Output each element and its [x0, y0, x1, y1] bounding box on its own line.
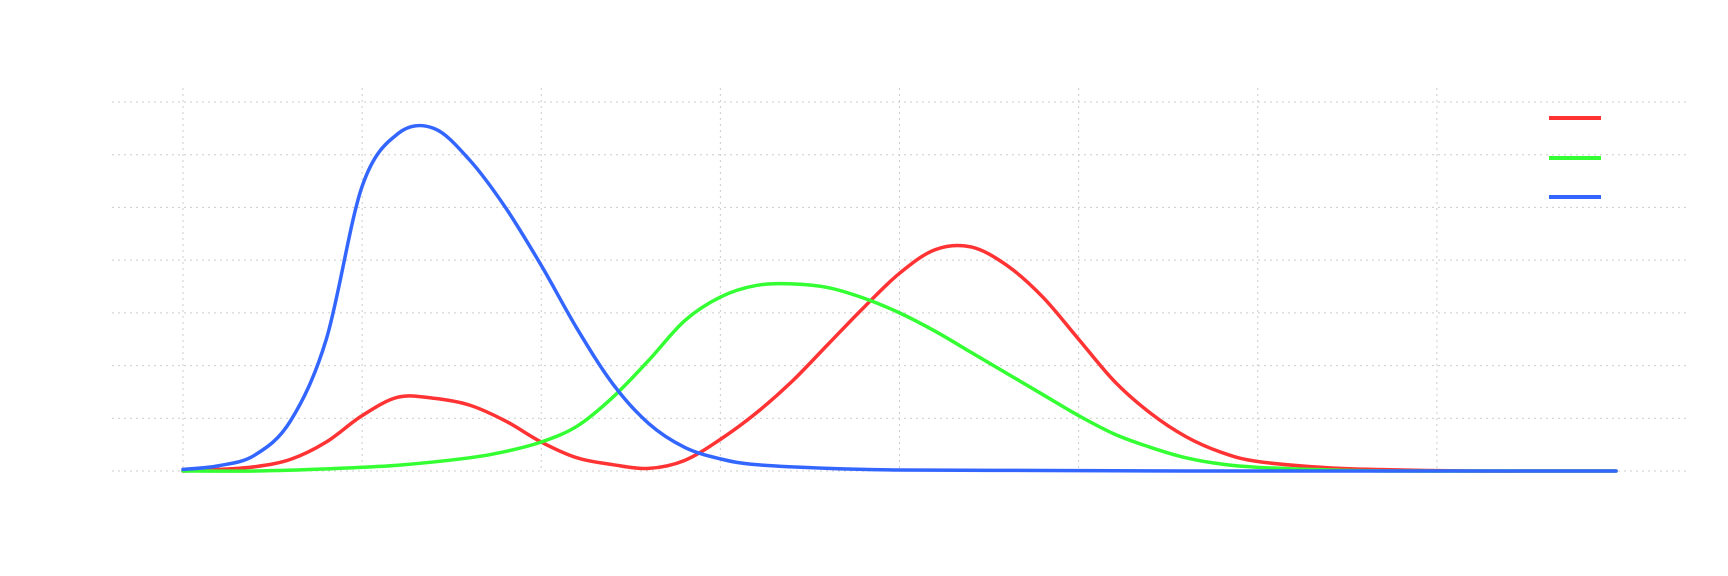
legend — [1549, 116, 1601, 199]
series-line-1 — [181, 243, 1618, 473]
series-line-3 — [181, 123, 1618, 473]
series-line-2 — [181, 281, 1618, 473]
grid — [112, 88, 1686, 472]
series-lines — [181, 123, 1618, 473]
